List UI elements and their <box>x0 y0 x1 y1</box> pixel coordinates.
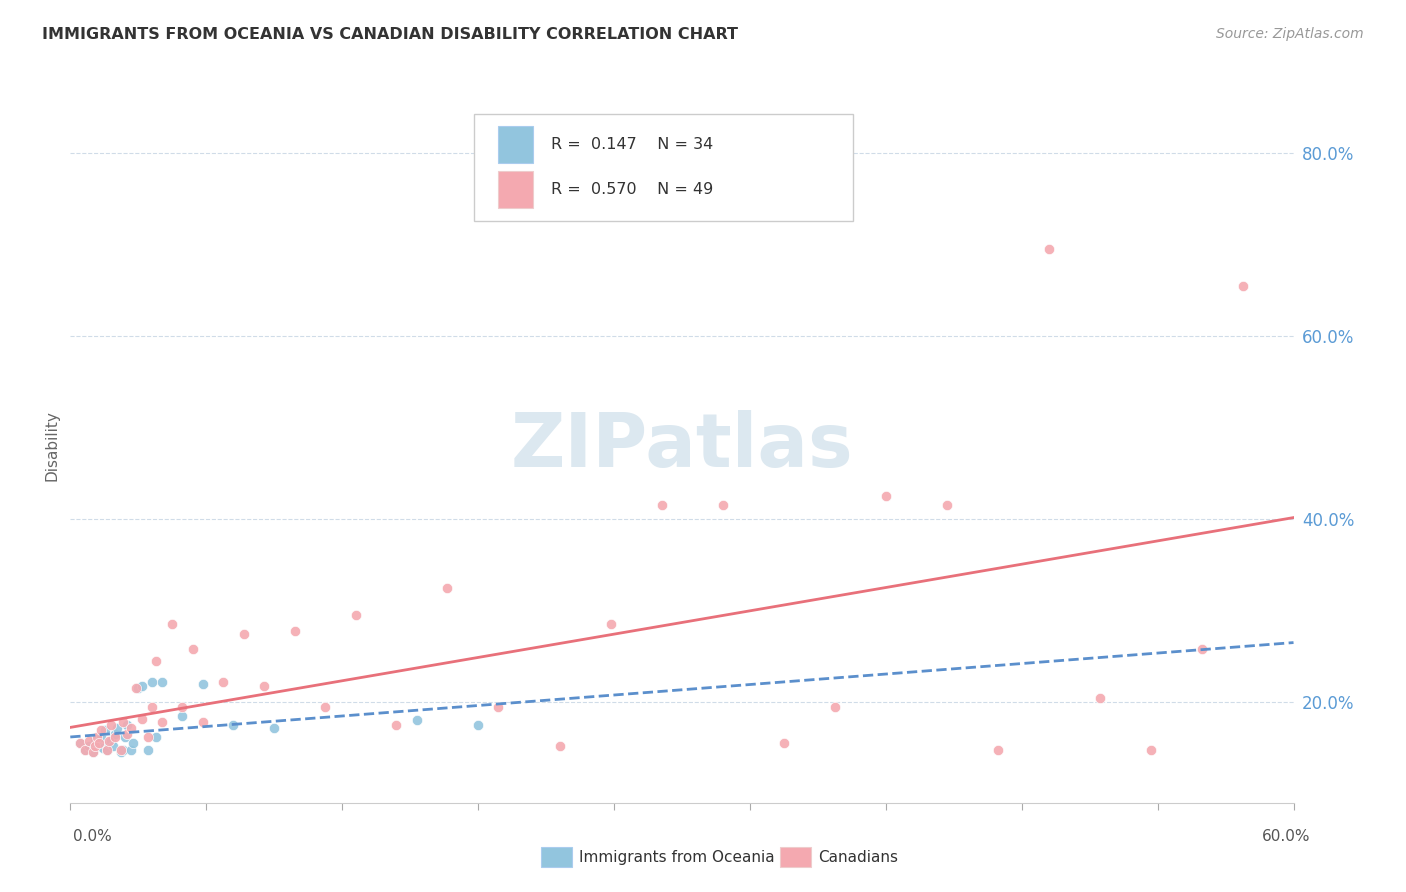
Point <box>711 499 734 513</box>
Point <box>101 739 124 753</box>
Point <box>436 581 458 595</box>
Point <box>131 679 153 693</box>
Point <box>77 733 100 747</box>
Point <box>100 718 122 732</box>
Point <box>145 654 167 668</box>
Text: R =  0.147    N = 34: R = 0.147 N = 34 <box>551 136 713 152</box>
Point <box>100 733 122 747</box>
Point <box>94 723 117 737</box>
Point <box>145 730 167 744</box>
Point <box>112 715 135 730</box>
Bar <box>499 126 533 162</box>
Point <box>124 681 146 696</box>
Point <box>90 723 112 737</box>
Text: Immigrants from Oceania: Immigrants from Oceania <box>579 850 775 864</box>
Point <box>91 740 114 755</box>
Point <box>86 730 108 744</box>
Point <box>117 718 139 732</box>
Point <box>181 642 204 657</box>
Point <box>253 679 276 693</box>
Point <box>1038 242 1060 256</box>
Point <box>773 736 796 750</box>
Point <box>172 699 194 714</box>
Point <box>73 743 96 757</box>
Point <box>96 743 118 757</box>
Point <box>69 736 91 750</box>
Point <box>82 746 104 760</box>
Point <box>150 675 173 690</box>
Point <box>104 730 127 744</box>
Point <box>131 712 153 726</box>
Point <box>96 743 118 757</box>
Point <box>263 721 285 735</box>
Point <box>83 739 105 753</box>
Text: Canadians: Canadians <box>818 850 898 864</box>
Point <box>117 727 139 741</box>
Point <box>114 730 136 744</box>
Text: 0.0%: 0.0% <box>73 830 112 844</box>
Point <box>548 739 571 753</box>
Text: Source: ZipAtlas.com: Source: ZipAtlas.com <box>1216 27 1364 41</box>
Point <box>77 739 100 753</box>
Point <box>650 499 672 513</box>
Text: IMMIGRANTS FROM OCEANIA VS CANADIAN DISABILITY CORRELATION CHART: IMMIGRANTS FROM OCEANIA VS CANADIAN DISA… <box>42 27 738 42</box>
Point <box>110 743 132 757</box>
Point <box>112 743 135 757</box>
Point <box>1191 642 1213 657</box>
Point <box>87 733 110 747</box>
Point <box>73 743 96 757</box>
Point <box>222 718 245 732</box>
Text: 60.0%: 60.0% <box>1263 830 1310 844</box>
Text: ZIPatlas: ZIPatlas <box>510 409 853 483</box>
Point <box>1088 690 1111 705</box>
Text: R =  0.570    N = 49: R = 0.570 N = 49 <box>551 182 713 196</box>
Point <box>875 489 897 503</box>
Point <box>136 730 159 744</box>
Point <box>150 715 173 730</box>
Point <box>344 608 367 623</box>
Point <box>1139 743 1161 757</box>
Point <box>121 743 143 757</box>
Point <box>1232 279 1254 293</box>
Point <box>987 743 1010 757</box>
Point <box>104 727 127 741</box>
Point <box>141 699 163 714</box>
Point <box>86 736 108 750</box>
Point <box>488 699 510 714</box>
Point <box>824 699 846 714</box>
Point <box>385 718 408 732</box>
Point <box>105 721 128 735</box>
Point <box>172 709 194 723</box>
Point <box>284 624 307 638</box>
Point <box>936 499 959 513</box>
Point <box>83 731 105 746</box>
Point <box>141 675 163 690</box>
Point <box>162 617 183 632</box>
Point <box>467 718 489 732</box>
Point <box>191 677 214 691</box>
Point <box>127 681 149 696</box>
Point <box>191 715 214 730</box>
Point <box>98 736 121 750</box>
Point <box>599 617 621 632</box>
Point <box>110 746 132 760</box>
Point <box>82 746 104 760</box>
Point <box>232 626 254 640</box>
Point <box>90 730 112 744</box>
Point <box>98 733 121 747</box>
Point <box>69 736 91 750</box>
Point <box>121 721 143 735</box>
Point <box>136 743 159 757</box>
Point <box>87 736 110 750</box>
Point <box>314 699 336 714</box>
Bar <box>499 170 533 208</box>
FancyBboxPatch shape <box>474 114 853 221</box>
Point <box>406 714 429 728</box>
Point <box>212 675 235 690</box>
Y-axis label: Disability: Disability <box>44 410 59 482</box>
Point <box>122 736 145 750</box>
